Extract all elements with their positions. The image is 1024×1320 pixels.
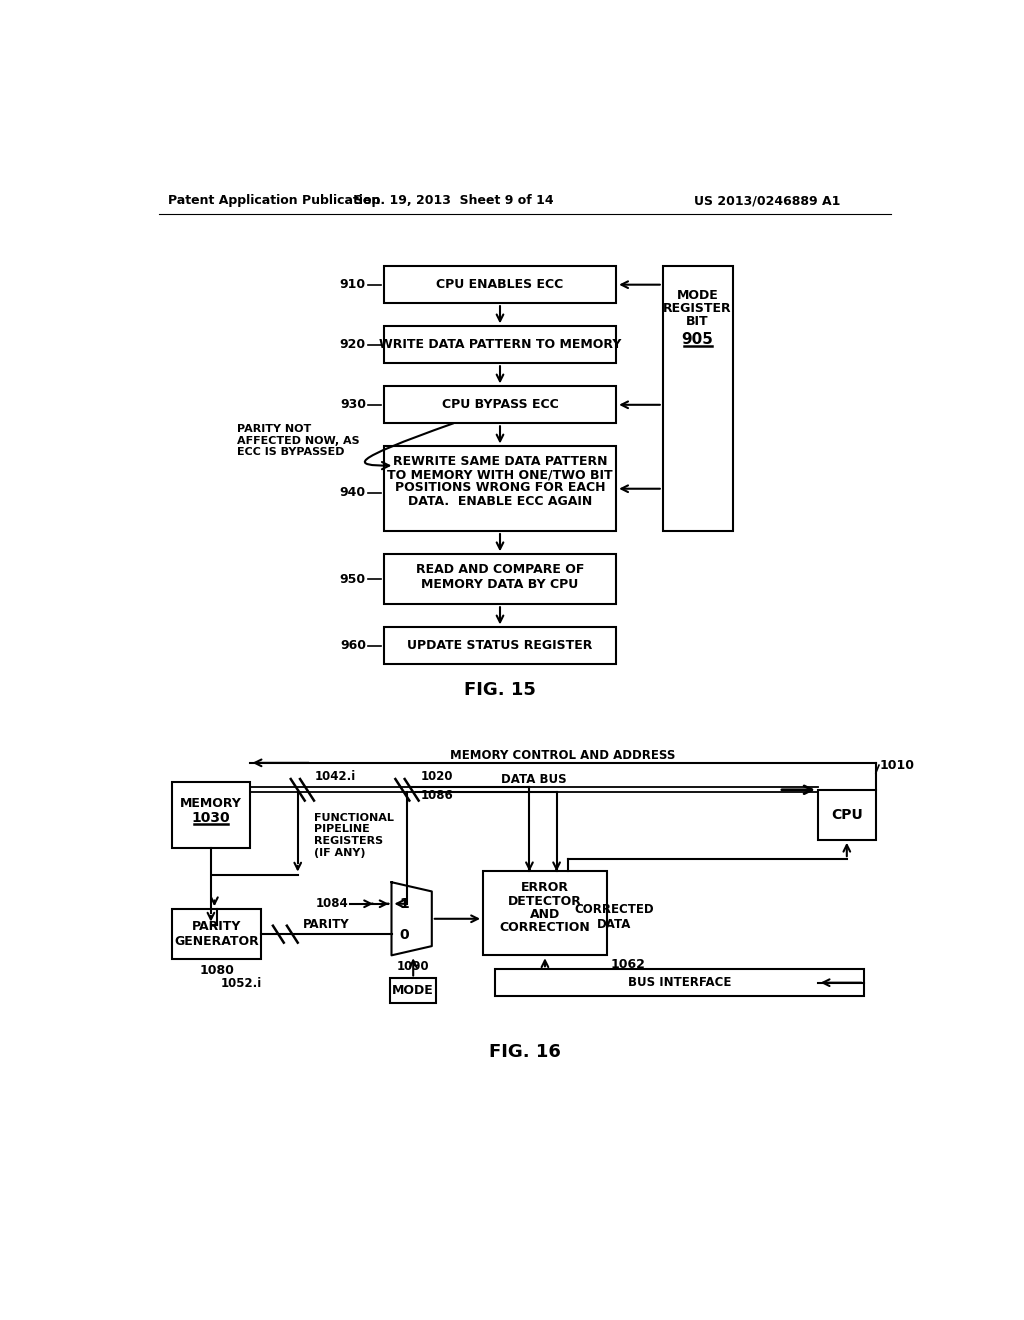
Text: 1086: 1086 [421, 789, 454, 803]
Text: CORRECTED
DATA: CORRECTED DATA [574, 903, 654, 931]
Text: MODE: MODE [392, 985, 434, 998]
Text: 1030: 1030 [191, 810, 230, 825]
FancyArrowPatch shape [365, 424, 454, 469]
Text: 1010: 1010 [880, 759, 914, 772]
Text: DATA.  ENABLE ECC AGAIN: DATA. ENABLE ECC AGAIN [408, 495, 592, 508]
Text: 1062: 1062 [611, 958, 646, 972]
Bar [663, 267, 732, 531]
Text: 1: 1 [399, 896, 409, 911]
Text: GENERATOR: GENERATOR [174, 935, 259, 948]
Text: 1042.i: 1042.i [314, 770, 356, 783]
Bar [818, 789, 876, 840]
Text: 920: 920 [340, 338, 366, 351]
Text: CPU ENABLES ECC: CPU ENABLES ECC [436, 279, 563, 292]
Text: BIT: BIT [686, 315, 709, 329]
Text: POSITIONS WRONG FOR EACH: POSITIONS WRONG FOR EACH [394, 482, 605, 495]
Text: US 2013/0246889 A1: US 2013/0246889 A1 [693, 194, 840, 207]
Text: READ AND COMPARE OF: READ AND COMPARE OF [416, 564, 584, 576]
Text: PARITY NOT
AFFECTED NOW, AS
ECC IS BYPASSED: PARITY NOT AFFECTED NOW, AS ECC IS BYPAS… [238, 424, 359, 457]
Text: 910: 910 [340, 279, 366, 292]
Text: 930: 930 [340, 399, 366, 412]
Text: CPU: CPU [830, 808, 862, 822]
Text: TO MEMORY WITH ONE/TWO BIT: TO MEMORY WITH ONE/TWO BIT [387, 469, 612, 482]
Bar [384, 627, 616, 664]
Bar [384, 554, 616, 605]
Text: 950: 950 [340, 573, 366, 586]
Text: 0: 0 [399, 928, 409, 941]
Text: REWRITE SAME DATA PATTERN: REWRITE SAME DATA PATTERN [393, 455, 607, 469]
Text: FIG. 16: FIG. 16 [488, 1043, 561, 1060]
Text: MEMORY DATA BY CPU: MEMORY DATA BY CPU [421, 578, 579, 591]
Bar [483, 871, 607, 956]
Text: 960: 960 [340, 639, 366, 652]
Text: 1084: 1084 [316, 898, 349, 911]
Text: ERROR: ERROR [521, 880, 569, 894]
Text: 940: 940 [340, 486, 366, 499]
Text: REGISTER: REGISTER [664, 302, 732, 315]
Text: FIG. 15: FIG. 15 [464, 681, 536, 698]
Polygon shape [391, 882, 432, 956]
Bar [172, 781, 250, 847]
Text: AND: AND [529, 908, 560, 921]
Bar [384, 267, 616, 304]
Bar [384, 387, 616, 424]
Text: DATA BUS: DATA BUS [501, 772, 566, 785]
Text: WRITE DATA PATTERN TO MEMORY: WRITE DATA PATTERN TO MEMORY [379, 338, 622, 351]
Text: BUS INTERFACE: BUS INTERFACE [628, 977, 731, 989]
Text: 1020: 1020 [421, 770, 454, 783]
Text: CPU BYPASS ECC: CPU BYPASS ECC [441, 399, 558, 412]
Text: MEMORY CONTROL AND ADDRESS: MEMORY CONTROL AND ADDRESS [451, 748, 676, 762]
Text: Sep. 19, 2013  Sheet 9 of 14: Sep. 19, 2013 Sheet 9 of 14 [353, 194, 553, 207]
Text: 905: 905 [682, 331, 714, 347]
Bar [384, 326, 616, 363]
Text: 1090: 1090 [397, 961, 429, 973]
Bar [172, 909, 261, 960]
Text: 1080: 1080 [200, 964, 234, 977]
Text: 1052.i: 1052.i [220, 977, 262, 990]
Text: UPDATE STATUS REGISTER: UPDATE STATUS REGISTER [408, 639, 593, 652]
Bar [384, 446, 616, 531]
Bar [495, 969, 864, 997]
Text: CORRECTION: CORRECTION [500, 921, 590, 935]
Text: PARITY: PARITY [193, 920, 242, 933]
Bar [390, 978, 436, 1003]
Text: MEMORY: MEMORY [180, 797, 242, 810]
Text: DETECTOR: DETECTOR [508, 895, 582, 908]
Text: FUNCTIONAL
PIPELINE
REGISTERS
(IF ANY): FUNCTIONAL PIPELINE REGISTERS (IF ANY) [314, 813, 394, 858]
Text: Patent Application Publication: Patent Application Publication [168, 194, 381, 207]
Text: MODE: MODE [677, 289, 719, 302]
Text: PARITY: PARITY [303, 917, 350, 931]
